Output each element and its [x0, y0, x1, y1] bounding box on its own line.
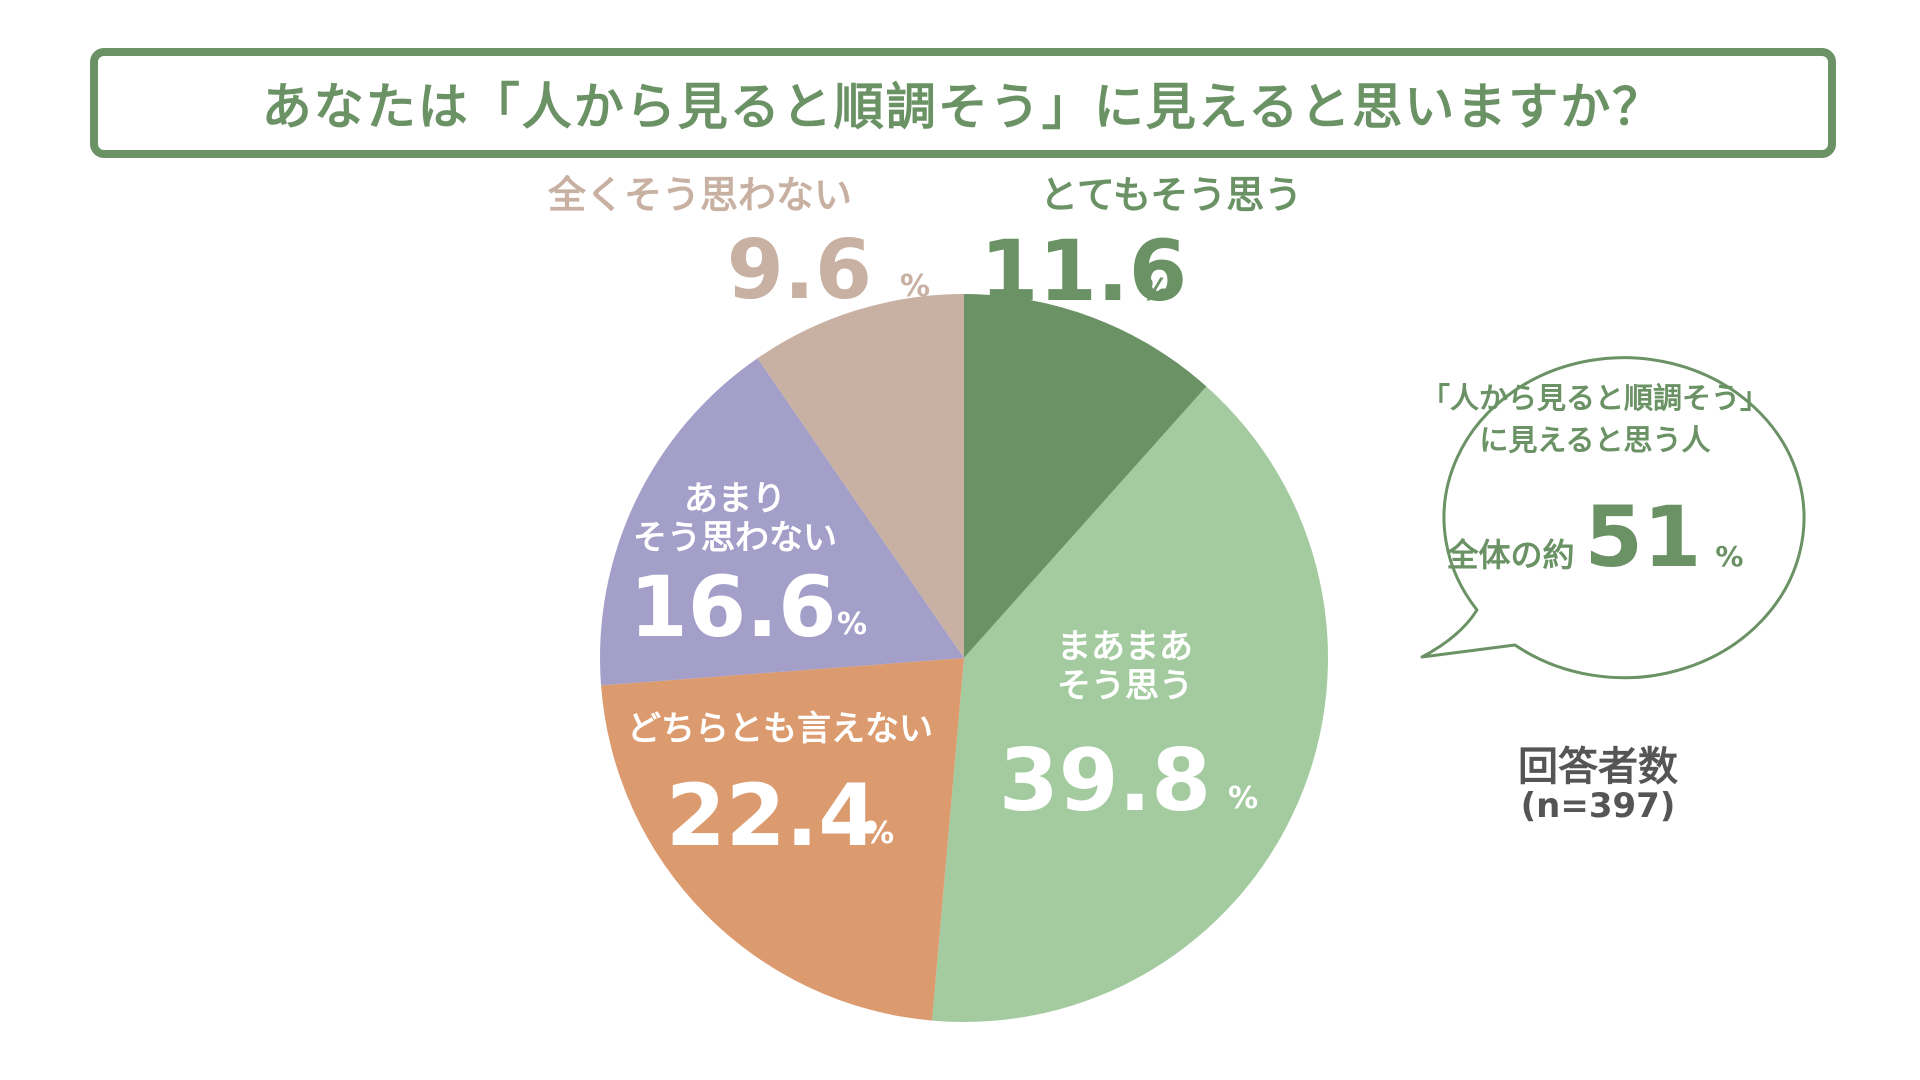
pie-slice-2 — [601, 658, 964, 1021]
pie-slice-3 — [600, 358, 964, 686]
callout-total: 全体の約 51% — [1390, 488, 1800, 586]
slice-unit-0: % — [1140, 273, 1170, 308]
slice-unit-1: % — [1228, 781, 1258, 816]
slice-label-0: とてもそう思う — [1040, 173, 1302, 217]
pie-slice-0 — [964, 294, 1207, 658]
slice-unit-3: % — [837, 607, 867, 642]
callout-total-label: 全体の約 — [1446, 536, 1575, 574]
slice-label-1: まあまあそう思う — [1057, 627, 1193, 706]
slice-value-4: 9.6 — [727, 223, 872, 318]
respondents-count: (n=397) — [1520, 786, 1676, 826]
slice-unit-2: % — [864, 816, 894, 851]
slice-value-1: 39.8 — [999, 731, 1211, 831]
slice-unit-4: % — [900, 269, 930, 304]
slice-label-3: あまりそう思わない — [633, 479, 837, 558]
chart-title: あなたは「人から見ると順調そう」に見えると思いますか？ — [261, 78, 1665, 136]
slice-label-2: どちらとも言えない — [627, 709, 933, 749]
pie-slice-1 — [932, 386, 1329, 1022]
callout-total-unit: % — [1715, 540, 1744, 573]
callout-line2: に見えると思う人 — [1479, 423, 1711, 457]
pie-slice-4 — [757, 294, 964, 658]
callout-total-value: 51 — [1584, 488, 1702, 586]
callout-bubble — [1420, 356, 1806, 680]
slice-label-4: 全くそう思わない — [547, 173, 852, 217]
title-box: あなたは「人から見ると順調そう」に見えると思いますか？ — [90, 48, 1836, 158]
callout-line1: 「人から見ると順調そう」 — [1420, 381, 1769, 415]
slice-value-3: 16.6 — [629, 558, 836, 656]
slice-value-2: 22.4 — [666, 766, 878, 866]
slice-value-0: 11.6 — [980, 222, 1187, 320]
respondents-label: 回答者数 — [1518, 744, 1678, 790]
